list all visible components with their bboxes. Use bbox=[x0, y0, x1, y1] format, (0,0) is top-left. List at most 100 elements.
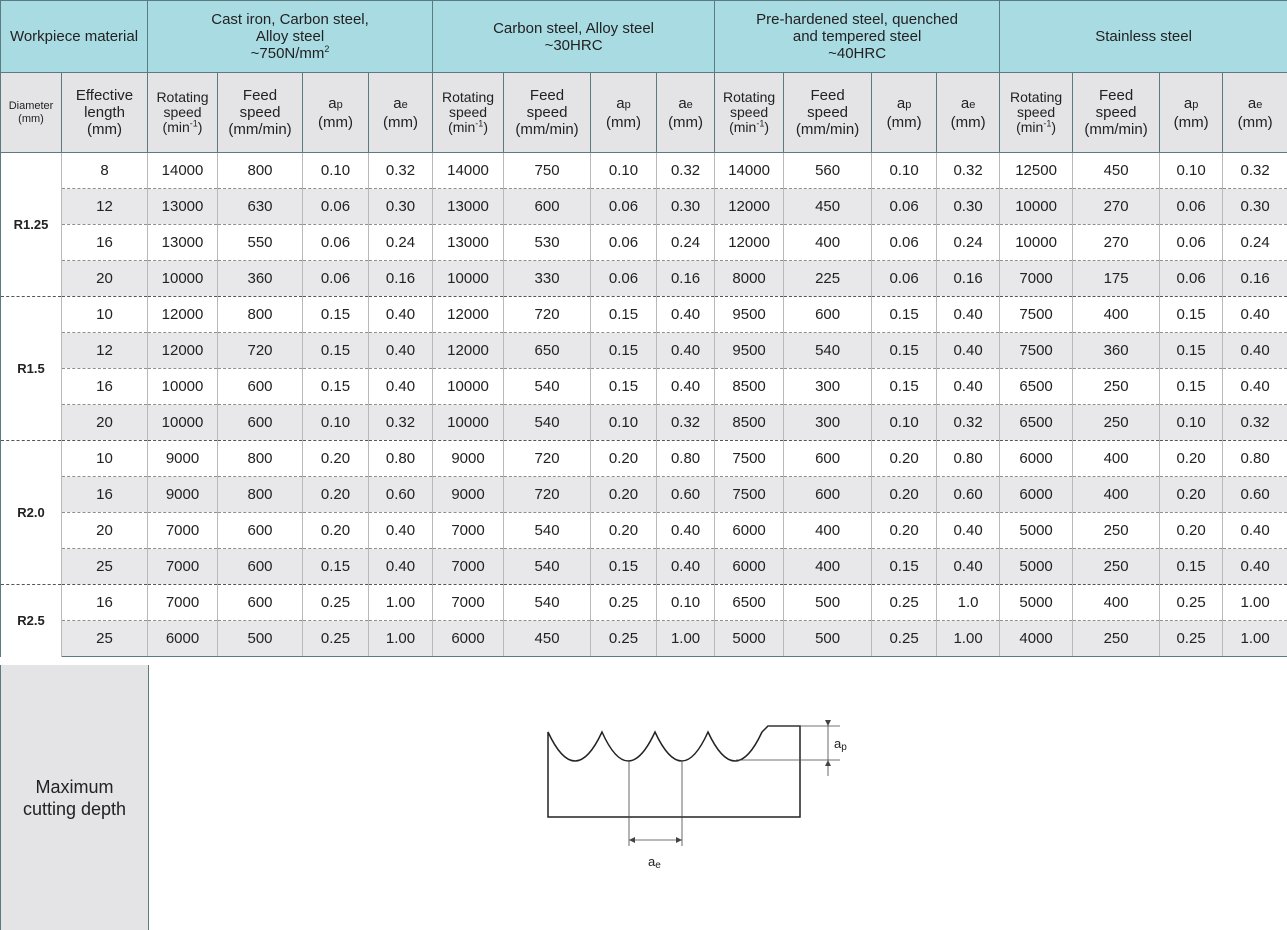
value-cell: 0.15 bbox=[871, 368, 938, 405]
value-cell: 630 bbox=[217, 188, 304, 225]
effective-length-cell: 10 bbox=[60, 440, 149, 477]
value-cell: 0.40 bbox=[368, 332, 434, 369]
value-cell: 540 bbox=[503, 548, 592, 585]
value-cell: 1.0 bbox=[936, 584, 1001, 621]
value-cell: 450 bbox=[783, 188, 873, 225]
value-cell: 250 bbox=[1072, 512, 1161, 549]
value-cell: 0.06 bbox=[302, 188, 370, 225]
value-cell: 7500 bbox=[999, 296, 1074, 333]
table-body: R1.25 8 14000 800 0.10 0.32 14000 750 0.10 0.32 14… bbox=[0, 152, 1287, 657]
column-header-row: Diameter (mm) Effective length (mm) Rotatin… bbox=[0, 72, 1287, 153]
table-row: 20 7000 600 0.20 0.40 7000 540 0.20 0.40 6000 400 0… bbox=[1, 512, 1287, 549]
value-cell: 0.40 bbox=[1222, 332, 1287, 369]
value-cell: 6500 bbox=[714, 584, 785, 621]
value-cell: 10000 bbox=[432, 404, 505, 441]
value-cell: 0.06 bbox=[1159, 188, 1224, 225]
effective-length-header: Effective length (mm) bbox=[60, 72, 149, 153]
value-cell: 0.32 bbox=[368, 404, 434, 441]
ae-header: ae (mm) bbox=[656, 72, 716, 153]
ap-header: ap (mm) bbox=[302, 72, 370, 153]
value-cell: 720 bbox=[503, 296, 592, 333]
effective-length-cell: 12 bbox=[60, 332, 149, 369]
value-cell: 0.20 bbox=[302, 476, 370, 513]
value-cell: 0.30 bbox=[1222, 188, 1287, 225]
feed-speed-header: Feed speed (mm/min) bbox=[1072, 72, 1161, 153]
feed-speed-header: Feed speed (mm/min) bbox=[503, 72, 592, 153]
value-cell: 600 bbox=[217, 548, 304, 585]
value-cell: 400 bbox=[1072, 440, 1161, 477]
value-cell: 720 bbox=[503, 440, 592, 477]
value-cell: 500 bbox=[783, 620, 873, 657]
material-header-2: Carbon steel, Alloy steel ~30HRC bbox=[432, 0, 716, 73]
value-cell: 5000 bbox=[999, 584, 1074, 621]
ap-label: ap bbox=[834, 736, 847, 753]
value-cell: 0.60 bbox=[368, 476, 434, 513]
value-cell: 225 bbox=[783, 260, 873, 297]
value-cell: 10000 bbox=[147, 260, 219, 297]
workpiece-material-header: Workpiece material bbox=[0, 0, 149, 73]
value-cell: 0.15 bbox=[1159, 368, 1224, 405]
rotating-speed-header: Rotating speed (min-1) bbox=[714, 72, 785, 153]
value-cell: 0.16 bbox=[656, 260, 716, 297]
value-cell: 0.24 bbox=[368, 224, 434, 261]
value-cell: 13000 bbox=[432, 188, 505, 225]
value-cell: 6000 bbox=[714, 548, 785, 585]
value-cell: 7000 bbox=[147, 548, 219, 585]
value-cell: 500 bbox=[217, 620, 304, 657]
table-row: 12 12000 720 0.15 0.40 12000 650 0.15 0.40 9500 54… bbox=[1, 332, 1287, 369]
value-cell: 360 bbox=[217, 260, 304, 297]
workpiece-profile bbox=[547, 725, 801, 818]
value-cell: 0.32 bbox=[1222, 404, 1287, 441]
value-cell: 0.15 bbox=[590, 368, 658, 405]
diameter-cell: R2.0 bbox=[0, 440, 62, 585]
value-cell: 0.40 bbox=[368, 368, 434, 405]
value-cell: 0.80 bbox=[936, 440, 1001, 477]
value-cell: 13000 bbox=[432, 224, 505, 261]
ap-arrow-up bbox=[825, 760, 831, 766]
value-cell: 9500 bbox=[714, 296, 785, 333]
value-cell: 6000 bbox=[999, 440, 1074, 477]
value-cell: 14000 bbox=[147, 152, 219, 189]
value-cell: 0.40 bbox=[1222, 548, 1287, 585]
effective-length-cell: 16 bbox=[60, 368, 149, 405]
value-cell: 5000 bbox=[999, 512, 1074, 549]
value-cell: 0.40 bbox=[936, 332, 1001, 369]
max-cutting-depth-label: Maximum cutting depth bbox=[0, 665, 149, 930]
value-cell: 0.40 bbox=[368, 512, 434, 549]
value-cell: 540 bbox=[503, 368, 592, 405]
value-cell: 7000 bbox=[432, 512, 505, 549]
value-cell: 0.25 bbox=[871, 620, 938, 657]
value-cell: 0.32 bbox=[1222, 152, 1287, 189]
value-cell: 450 bbox=[503, 620, 592, 657]
value-cell: 0.06 bbox=[590, 260, 658, 297]
ap-arrow-down bbox=[825, 720, 831, 726]
value-cell: 0.80 bbox=[1222, 440, 1287, 477]
value-cell: 0.15 bbox=[1159, 548, 1224, 585]
table-row: 25 6000 500 0.25 1.00 6000 450 0.25 1.00 5000 500 0… bbox=[1, 620, 1287, 657]
value-cell: 10000 bbox=[147, 368, 219, 405]
effective-length-cell: 10 bbox=[60, 296, 149, 333]
value-cell: 7500 bbox=[999, 332, 1074, 369]
value-cell: 0.15 bbox=[871, 332, 938, 369]
value-cell: 0.20 bbox=[590, 512, 658, 549]
value-cell: 0.06 bbox=[871, 260, 938, 297]
diameter-cell: R2.5 bbox=[0, 584, 62, 657]
effective-length-cell: 20 bbox=[60, 404, 149, 441]
value-cell: 500 bbox=[783, 584, 873, 621]
value-cell: 0.24 bbox=[936, 224, 1001, 261]
table-row: R2.0 10 9000 800 0.20 0.80 9000 720 0.20 0.80 7500… bbox=[0, 440, 1287, 585]
value-cell: 0.30 bbox=[368, 188, 434, 225]
value-cell: 0.40 bbox=[368, 548, 434, 585]
ap-header: ap (mm) bbox=[590, 72, 658, 153]
table-row: R1.25 8 14000 800 0.10 0.32 14000 750 0.10 0.32 14… bbox=[0, 152, 1287, 297]
feed-speed-header: Feed speed (mm/min) bbox=[217, 72, 304, 153]
value-cell: 0.15 bbox=[302, 368, 370, 405]
value-cell: 9500 bbox=[714, 332, 785, 369]
value-cell: 0.32 bbox=[936, 152, 1001, 189]
value-cell: 0.25 bbox=[1159, 620, 1224, 657]
value-cell: 0.06 bbox=[302, 224, 370, 261]
value-cell: 0.06 bbox=[590, 224, 658, 261]
value-cell: 0.40 bbox=[936, 548, 1001, 585]
value-cell: 0.40 bbox=[368, 296, 434, 333]
